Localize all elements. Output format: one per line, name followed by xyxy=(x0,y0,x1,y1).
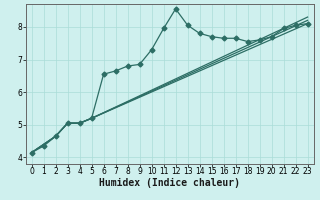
X-axis label: Humidex (Indice chaleur): Humidex (Indice chaleur) xyxy=(99,178,240,188)
